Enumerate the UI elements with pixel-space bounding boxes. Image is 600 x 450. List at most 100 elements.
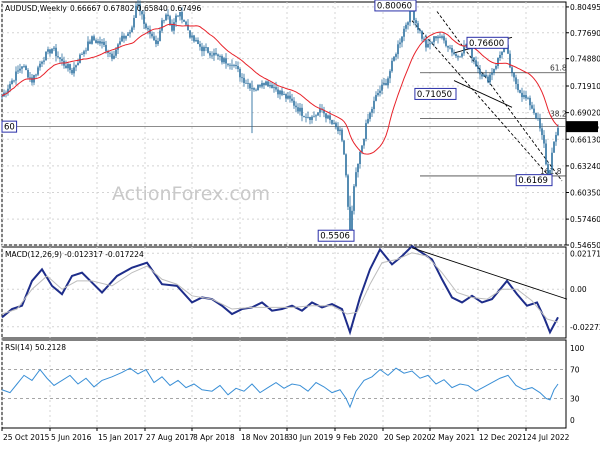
candle-body [395,54,397,57]
candle-body [135,5,137,18]
candle-body [279,90,281,95]
candle-body [173,22,175,31]
candle-body [547,164,549,180]
candle-body [463,45,465,54]
fib-level-label: 61.8 [550,64,567,73]
candle-body [297,107,299,112]
candle-body [435,36,437,39]
candle-body [241,77,243,79]
candle-body [543,135,545,144]
candle-body [333,123,335,124]
candle-body [493,68,495,73]
candle-body [61,59,63,61]
candle-body [153,36,155,41]
x-tick-label: 12 Dec 2021 [479,433,527,442]
candle-body [421,31,423,39]
candle-body [93,36,95,41]
candle-body [375,95,377,101]
rsi-pane-frame [1,339,567,429]
candle-body [369,112,371,119]
candle-body [281,90,283,95]
candle-body [465,44,467,46]
candle-body [479,68,481,75]
candle-body [39,63,41,68]
candle-body [115,49,117,56]
candle-body [441,36,443,38]
candle-body [533,108,535,113]
annotation-box [374,0,417,12]
watermark-text: ActionForex.com [112,183,270,205]
x-tick-label: 2 May 2021 [431,433,475,442]
candle-body [509,53,511,68]
candle-body [155,40,157,44]
candle-body [287,95,289,99]
candle-body [401,36,403,43]
candle-body [363,138,365,146]
annotation-label: 60 [4,123,15,133]
candle-body [75,65,77,68]
price-y-tick-label: 0.80495 [570,3,600,12]
price-pane: 0.80495 0.77690 0.74880 0.71910 0.69020 0.661… [1,0,600,250]
candle-body [51,48,53,54]
candle-body [217,54,219,57]
candle-body [519,90,521,93]
candle-body [89,41,91,44]
price-annotation: 0.5506 [317,229,355,242]
candle-body [345,154,347,176]
candle-body [541,128,543,136]
candle-body [97,41,99,43]
candle-body [161,20,163,31]
candle-body [263,83,265,86]
candle-body [103,41,105,45]
candle-body [157,40,159,44]
candle-body [415,20,417,24]
candle-body [109,52,111,54]
annotation-box [466,36,509,49]
candle-body [41,61,43,64]
candle-body [427,43,429,48]
candle-body [373,100,375,110]
candle-body [111,53,113,59]
candle-body [405,24,407,29]
candle-body [545,143,547,165]
candle-body [381,84,383,91]
candle-body [47,49,49,52]
candle-body [551,152,553,170]
candle-body [403,28,405,37]
candle-body [87,41,89,51]
candle-body [459,56,461,58]
candle-body [125,35,127,39]
candle-body [121,35,123,42]
annotation-label: 0.5506 [320,232,350,242]
annotation-box [414,87,457,100]
candle-body [67,64,69,69]
candle-body [327,115,329,119]
candle-body [329,115,331,120]
candle-body [77,62,79,66]
candle-body [283,94,285,95]
candle-body [285,94,287,99]
candle-body [235,65,237,66]
candle-body [341,129,343,141]
candle-body [325,113,327,119]
candle-body [13,80,15,82]
annotation-box [515,174,553,187]
x-tick-label: 8 Apr 2018 [193,433,235,442]
candle-body [199,44,201,47]
candle-body [207,47,209,53]
candle-body [423,38,425,40]
candle-body [537,117,539,119]
candle-body [253,88,255,90]
candle-body [357,164,359,173]
candle-body [527,97,529,99]
candle-body [237,65,239,70]
price-annotation: 60 [1,120,18,133]
candle-body [129,32,131,34]
candle-body [55,47,57,57]
candle-body [267,81,269,87]
candle-body [245,82,247,84]
candle-body [347,175,349,207]
candle-body [313,116,315,118]
candle-body [443,36,445,41]
candle-body [335,123,337,128]
